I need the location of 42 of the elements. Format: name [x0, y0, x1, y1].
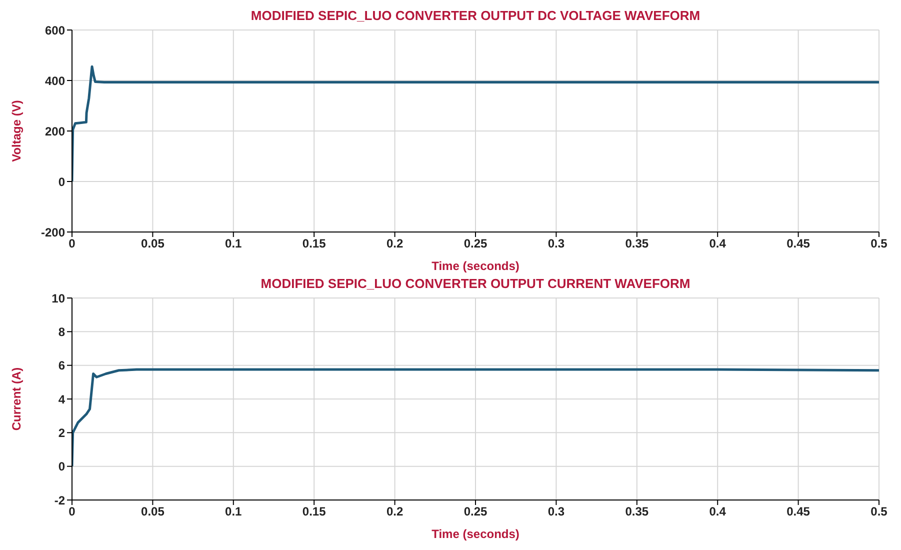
x-axis-title: Time (seconds) [432, 259, 520, 273]
x-tick-label: 0.5 [870, 504, 888, 519]
y-tick-label: 0 [58, 174, 66, 189]
y-tick-label: -2 [54, 493, 66, 508]
x-tick-label: 0.25 [464, 236, 488, 251]
x-axis-title: Time (seconds) [432, 527, 520, 541]
x-tick-label: 0.2 [386, 504, 404, 519]
line-series [72, 65, 879, 183]
y-tick-label: 10 [52, 291, 66, 306]
x-tick-label: 0.35 [625, 504, 649, 519]
y-tick-label: 600 [44, 23, 66, 38]
y-tick-label: 8 [58, 324, 66, 339]
chart-title: MODIFIED SEPIC_LUO CONVERTER OUTPUT CURRENT WAVEFORM [260, 276, 692, 291]
x-tick-label: 0.05 [141, 504, 165, 519]
y-tick-label: 200 [44, 124, 66, 138]
x-tick-label: 0.1 [225, 236, 242, 251]
x-tick-label: 0.45 [786, 236, 810, 251]
x-tick-label: 0.25 [464, 504, 488, 519]
x-tick-label: 0.4 [709, 504, 726, 519]
x-tick-label: 0.4 [709, 236, 726, 251]
x-tick-label: 0.5 [870, 236, 888, 251]
x-tick-label: 0.3 [548, 504, 565, 519]
line-series [72, 368, 879, 468]
y-tick-label: 6 [58, 358, 66, 373]
y-axis-title: Current (A) [9, 367, 24, 431]
y-tick-label: -200 [40, 225, 66, 240]
x-tick-label: 0.3 [548, 236, 565, 251]
x-tick-label: 0 [68, 504, 76, 519]
y-axis-title: Voltage (V) [9, 100, 24, 162]
x-tick-label: 0.45 [786, 504, 810, 519]
chart-title: MODIFIED SEPIC_LUO CONVERTER OUTPUT DC VOLTAGE WAVEFORM [250, 8, 702, 23]
x-tick-label: 0.2 [386, 236, 404, 251]
x-tick-label: 0.15 [302, 504, 326, 519]
x-tick-label: 0.1 [225, 504, 242, 519]
x-tick-label: 0.35 [625, 236, 649, 251]
y-tick-label: 4 [58, 392, 66, 406]
y-tick-label: 0 [58, 460, 66, 474]
x-tick-label: 0.15 [302, 236, 326, 251]
x-tick-label: 0.05 [141, 236, 165, 251]
y-tick-label: 400 [44, 74, 66, 88]
y-tick-label: 2 [58, 426, 66, 440]
x-tick-label: 0 [68, 236, 76, 251]
